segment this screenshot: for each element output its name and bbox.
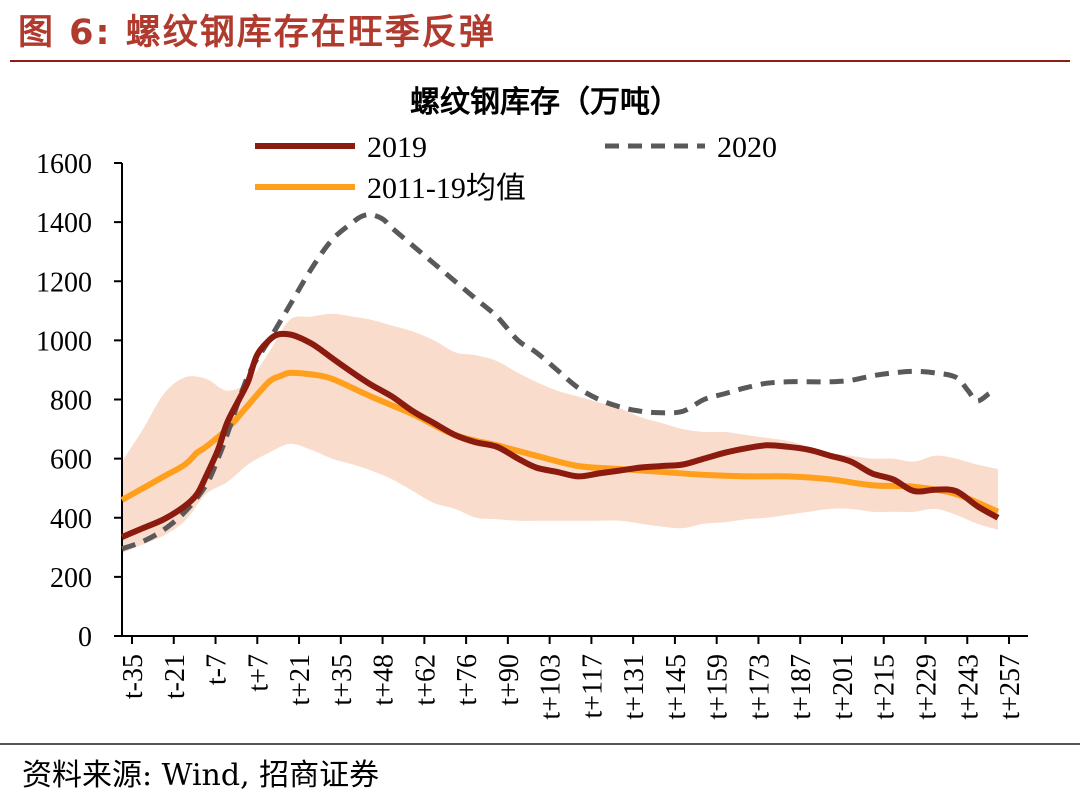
legend: 2019 2020 2011-19均值 [255, 131, 777, 205]
range-band-layer [122, 313, 998, 554]
y-tick-label: 400 [50, 504, 92, 535]
y-tick-label: 1000 [36, 326, 92, 357]
x-tick-label: t+187 [786, 654, 817, 720]
y-tick-label: 800 [50, 386, 92, 417]
figure-title: 图 6: 螺纹钢库存在旺季反弹 [18, 13, 496, 53]
x-tick-label: t-21 [160, 654, 191, 699]
x-tick-label: t-7 [202, 654, 233, 685]
y-tick-label: 1400 [36, 208, 92, 239]
x-tick-label: t+48 [369, 654, 400, 706]
y-tick-label: 600 [50, 445, 92, 476]
x-tick-label: t+173 [744, 654, 775, 720]
x-tick-label: t+90 [494, 654, 525, 706]
source-note: 资料来源: Wind, 招商证券 [22, 758, 380, 793]
x-tick-label: t+201 [828, 654, 859, 720]
x-tick-label: t-35 [118, 654, 149, 699]
legend-label-2020: 2020 [717, 131, 777, 164]
title-rule [10, 60, 1070, 62]
y-tick-label: 200 [50, 563, 92, 594]
y-tick-label: 0 [78, 622, 92, 653]
legend-label-avg: 2011-19均值 [367, 172, 526, 205]
x-tick-label: t+35 [327, 654, 358, 706]
x-tick-label: t+257 [995, 654, 1026, 720]
axes-layer: 0 200 400 600 800 1000 1200 1400 1600 t-35 t-21 t-7… [36, 149, 1028, 720]
x-tick-label: t+76 [452, 654, 483, 706]
legend-label-2019: 2019 [367, 131, 427, 164]
x-tick-label: t+7 [243, 654, 274, 692]
footer-rule [0, 743, 1080, 745]
y-tick-label: 1200 [36, 267, 92, 298]
x-tick-label: t+229 [912, 654, 943, 720]
x-tick-label: t+215 [870, 654, 901, 720]
x-tick-label: t+243 [953, 654, 984, 720]
x-tick-label: t+159 [703, 654, 734, 720]
x-tick-label: t+21 [285, 654, 316, 706]
x-tick-label: t+117 [577, 654, 608, 719]
y-tick-label: 1600 [36, 149, 92, 180]
series-line-2019 [120, 330, 1000, 540]
x-tick-label: t+62 [410, 654, 441, 706]
series-layer [120, 212, 1000, 552]
range-band [122, 313, 998, 554]
x-tick-label: t+131 [619, 654, 650, 720]
chart-title: 螺纹钢库存（万吨） [410, 85, 680, 120]
chart: 螺纹钢库存（万吨） 0 200 400 600 800 1000 1200 1400 1600 t… [36, 85, 1028, 720]
x-tick-label: t+145 [661, 654, 692, 720]
x-tick-label: t+103 [536, 654, 567, 720]
